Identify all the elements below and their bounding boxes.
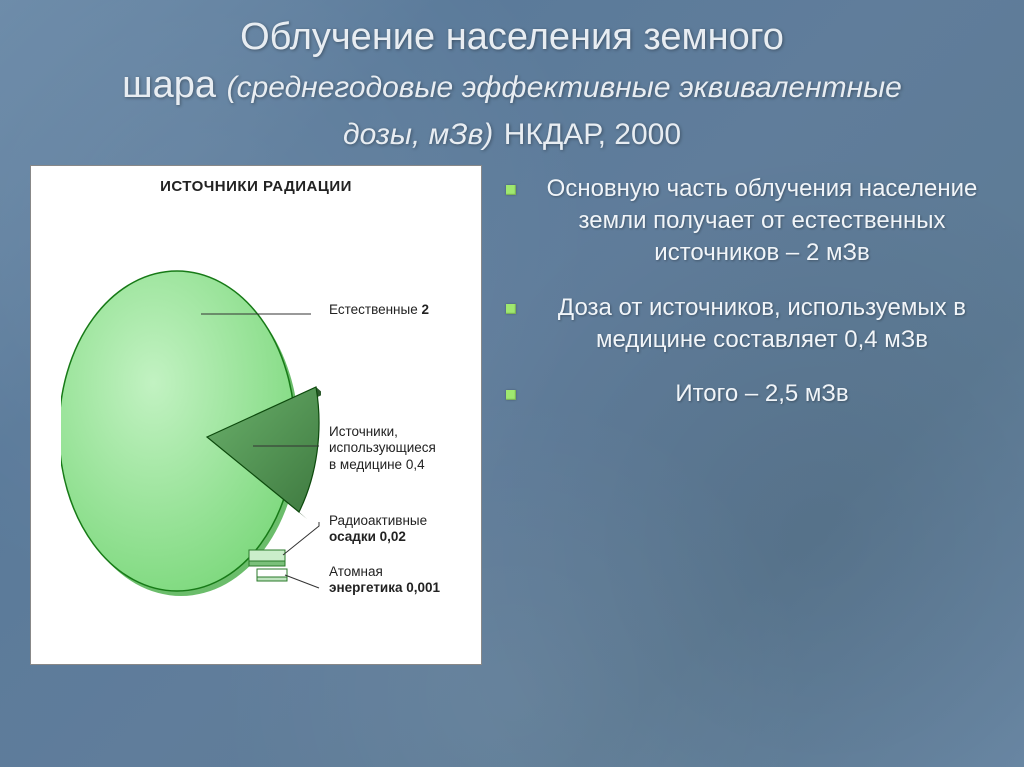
label-natural: Естественные 2 [329, 302, 429, 319]
label-medicine: Источники, использующиеся в медицине 0,4 [329, 424, 436, 475]
pie-chart [61, 236, 321, 636]
chart-heading: ИСТОЧНИКИ РАДИАЦИИ [31, 178, 481, 195]
slide-title: Облучение населения земного шара (средне… [30, 14, 994, 157]
chart-panel: ИСТОЧНИКИ РАДИАЦИИ [30, 165, 482, 665]
title-line2b: (среднегодовые эффективные эквивалентные [227, 71, 902, 104]
bullet-item: Итого – 2,5 мЗв [502, 378, 994, 410]
title-line3a: дозы, мЗв) [343, 118, 493, 151]
pie-slice-fallout [249, 550, 285, 566]
bullet-list: Основную часть облучения население земли… [502, 165, 994, 665]
label-nuclear: Атомная энергетика 0,001 [329, 564, 440, 598]
bullet-item: Основную часть облучения население земли… [502, 173, 994, 270]
title-line2a: шара [122, 64, 216, 106]
title-line1: Облучение населения земного [240, 16, 784, 58]
label-fallout: Радиоактивные осадки 0,02 [329, 513, 427, 547]
pie-slice-nuclear [257, 569, 287, 581]
bullet-item: Доза от источников, используемых в медиц… [502, 292, 994, 357]
title-line3b: НКДАР, 2000 [504, 118, 681, 151]
